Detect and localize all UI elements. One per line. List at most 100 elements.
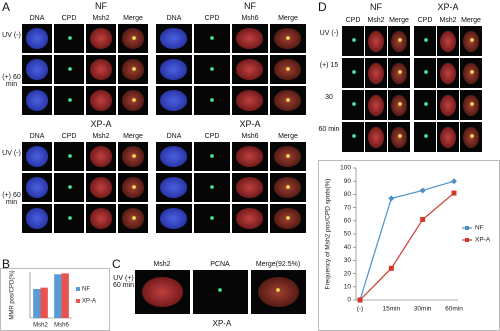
micrograph	[251, 270, 306, 314]
cell-signal	[397, 134, 402, 138]
column-header: DNA	[166, 15, 182, 22]
cell-signal	[367, 94, 385, 116]
bar	[40, 287, 48, 318]
micrograph	[388, 58, 410, 88]
x-tick-label: 15min	[382, 306, 400, 313]
cell-signal	[439, 94, 457, 116]
micrograph	[270, 204, 306, 233]
column-header: CPD	[61, 133, 77, 140]
row-label: UV (-)	[319, 30, 339, 37]
micrograph	[118, 24, 148, 53]
micrograph	[54, 55, 84, 84]
micrograph	[232, 173, 268, 202]
row-label: (+) 60 min	[2, 192, 21, 207]
micrograph	[232, 24, 268, 53]
cell-signal	[469, 38, 474, 42]
micrograph	[54, 142, 84, 171]
y-tick-label: 60	[344, 218, 352, 225]
cell-signal	[160, 146, 188, 167]
micrograph	[86, 55, 116, 84]
block-title: NF	[95, 1, 107, 11]
column-header: Msh2	[92, 133, 110, 140]
series-line	[359, 192, 455, 301]
cell-signal	[423, 38, 428, 42]
micrograph	[460, 90, 482, 120]
micrograph	[193, 270, 248, 314]
micrograph	[342, 122, 364, 152]
row-label: (+) 60 min	[2, 74, 21, 89]
micrograph	[414, 26, 436, 56]
cell-signal	[439, 62, 457, 84]
y-axis-label: Frequency of Msh2 pos/CPD spots(%)	[325, 179, 332, 290]
micrograph	[232, 86, 268, 115]
cell-signal	[397, 70, 402, 74]
chart: MMR pos/CPD(%) Msh2 Msh6 NF XP-A	[0, 268, 110, 331]
y-tick-label: 0	[347, 297, 351, 304]
column-header: Merge(92.5%)	[255, 261, 301, 268]
cell-signal	[367, 62, 385, 84]
micrograph	[365, 26, 387, 56]
cell-signal	[160, 208, 188, 229]
cell-signal	[131, 215, 136, 220]
panel-label: B	[2, 257, 11, 271]
column-header: Msh6	[241, 133, 259, 140]
micrograph	[135, 270, 190, 314]
legend-label: NF	[475, 225, 484, 232]
y-axis-label: MMR pos/CPD(%)	[10, 270, 16, 319]
column-header: Msh6	[241, 15, 259, 22]
cell-signal	[141, 276, 183, 308]
micrograph	[342, 90, 364, 120]
micrograph	[460, 26, 482, 56]
marker	[419, 187, 426, 194]
cell-signal	[351, 70, 356, 74]
cell-signal	[367, 126, 385, 148]
cell-signal	[131, 66, 136, 71]
micrograph	[365, 90, 387, 120]
micrograph	[414, 122, 436, 152]
cell-signal	[25, 59, 49, 80]
micrograph	[194, 142, 230, 171]
micrograph	[270, 24, 306, 53]
cell-signal	[67, 215, 72, 220]
cell-signal	[236, 208, 264, 229]
marker	[357, 297, 363, 303]
column-header: Merge	[278, 133, 298, 140]
micrograph	[22, 173, 52, 202]
micrograph	[460, 122, 482, 152]
column-header: CPD	[61, 15, 77, 22]
column-header: CPD	[204, 133, 220, 140]
cell-signal	[397, 38, 402, 42]
micrograph	[118, 55, 148, 84]
column-header: Merge	[278, 15, 298, 22]
y-tick-label: 20	[344, 270, 352, 277]
y-tick-label: 40	[344, 244, 352, 251]
column-header: DNA	[166, 133, 182, 140]
x-tick-label: Msh2	[33, 323, 48, 329]
legend-swatch	[76, 287, 80, 291]
cell-signal	[236, 177, 264, 198]
cell-signal	[210, 97, 215, 102]
cell-signal	[131, 97, 136, 102]
cell-signal	[210, 184, 215, 189]
legend-swatch	[465, 238, 469, 242]
marker	[388, 195, 395, 202]
micrograph	[437, 90, 459, 120]
micrograph	[232, 142, 268, 171]
micrograph	[22, 142, 52, 171]
cell-signal	[67, 184, 72, 189]
cell-signal	[469, 134, 474, 138]
micrograph	[156, 55, 192, 84]
micrograph	[118, 142, 148, 171]
micrograph	[54, 173, 84, 202]
column-header: DNA	[29, 133, 45, 140]
cell-signal	[131, 184, 136, 189]
micrograph	[22, 24, 52, 53]
cell-signal	[210, 35, 215, 40]
cell-signal	[423, 134, 428, 138]
micrograph	[156, 142, 192, 171]
cell-signal	[275, 287, 280, 292]
cell-signal	[439, 126, 457, 148]
cell-signal	[286, 184, 291, 189]
cell-signal	[439, 30, 457, 52]
